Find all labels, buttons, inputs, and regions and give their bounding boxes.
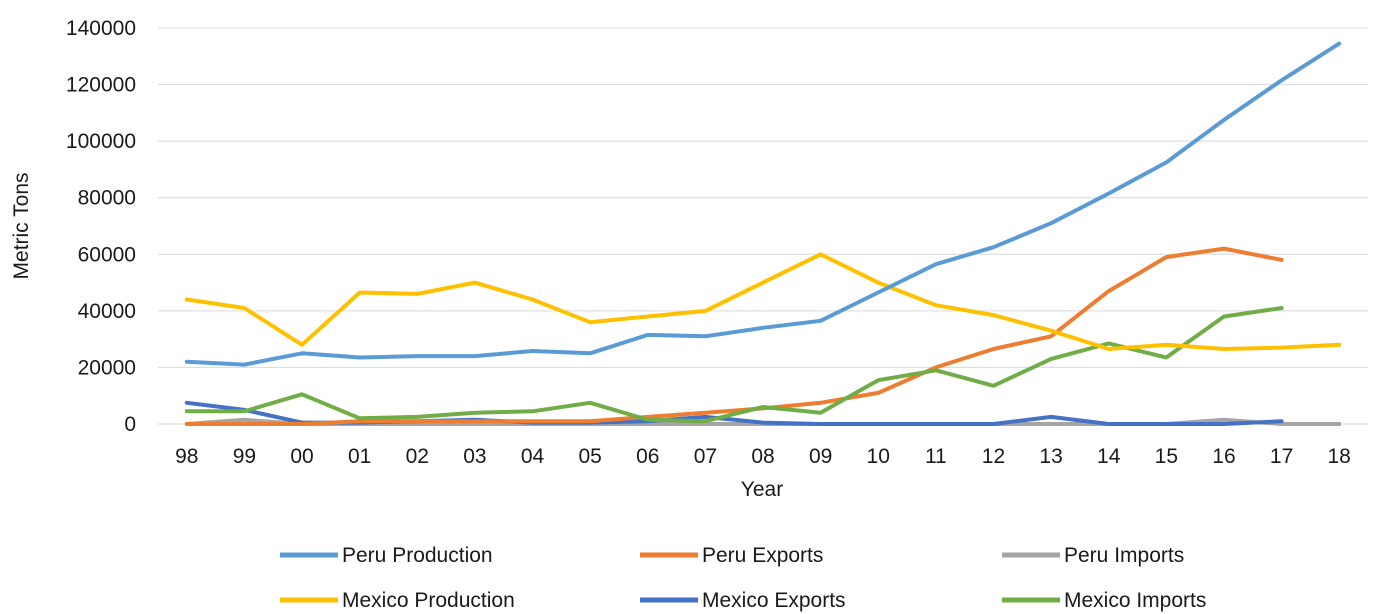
legend: Peru Production Peru Exports Peru Imports M… (280, 544, 1206, 612)
y-tick-label: 40000 (78, 300, 136, 323)
legend-label: Peru Production (342, 544, 493, 567)
y-tick-label: 20000 (78, 356, 136, 379)
y-axis-ticks: 0 20000 40000 60000 80000 100000 120000 140000 (66, 17, 136, 436)
x-tick-label: 15 (1155, 445, 1178, 468)
x-tick-label: 01 (348, 445, 371, 468)
legend-label: Peru Exports (702, 544, 823, 567)
legend-label: Mexico Production (342, 589, 515, 612)
y-axis-title: Metric Tons (10, 173, 33, 280)
x-tick-label: 18 (1328, 445, 1351, 468)
x-axis-title: Year (741, 478, 783, 501)
x-tick-label: 00 (290, 445, 313, 468)
series-line-peru-exports (184, 246, 1284, 426)
y-tick-label: 100000 (66, 130, 136, 153)
x-axis-ticks: 98 99 00 01 02 03 04 05 06 07 08 09 10 11 12 13 14 15 16 17… (175, 445, 1351, 468)
y-tick-label: 140000 (66, 17, 136, 40)
x-tick-label: 05 (578, 445, 601, 468)
x-tick-label: 99 (233, 445, 256, 468)
y-tick-label: 80000 (78, 187, 136, 210)
x-tick-label: 09 (809, 445, 832, 468)
legend-label: Peru Imports (1064, 544, 1184, 567)
x-tick-label: 08 (751, 445, 774, 468)
series-line-mexico-production (184, 252, 1342, 351)
x-tick-label: 17 (1270, 445, 1293, 468)
y-tick-label: 0 (124, 413, 136, 436)
x-tick-label: 11 (925, 445, 947, 468)
gridlines (158, 27, 1368, 425)
x-tick-label: 14 (1097, 445, 1121, 468)
x-tick-label: 07 (694, 445, 717, 468)
series-line-mexico-imports (184, 306, 1284, 424)
x-tick-label: 02 (406, 445, 429, 468)
legend-label: Mexico Imports (1064, 589, 1206, 612)
y-tick-label: 60000 (78, 243, 136, 266)
x-tick-label: 03 (463, 445, 486, 468)
series-lines (184, 41, 1342, 426)
legend-label: Mexico Exports (702, 589, 846, 612)
x-tick-label: 06 (636, 445, 659, 468)
series-line-peru-production (184, 41, 1342, 367)
x-tick-label: 16 (1212, 445, 1235, 468)
x-tick-label: 04 (521, 445, 545, 468)
x-tick-label: 10 (867, 445, 890, 468)
y-tick-label: 120000 (66, 74, 136, 97)
x-tick-label: 12 (982, 445, 1005, 468)
x-tick-label: 98 (175, 445, 198, 468)
x-tick-label: 13 (1039, 445, 1062, 468)
